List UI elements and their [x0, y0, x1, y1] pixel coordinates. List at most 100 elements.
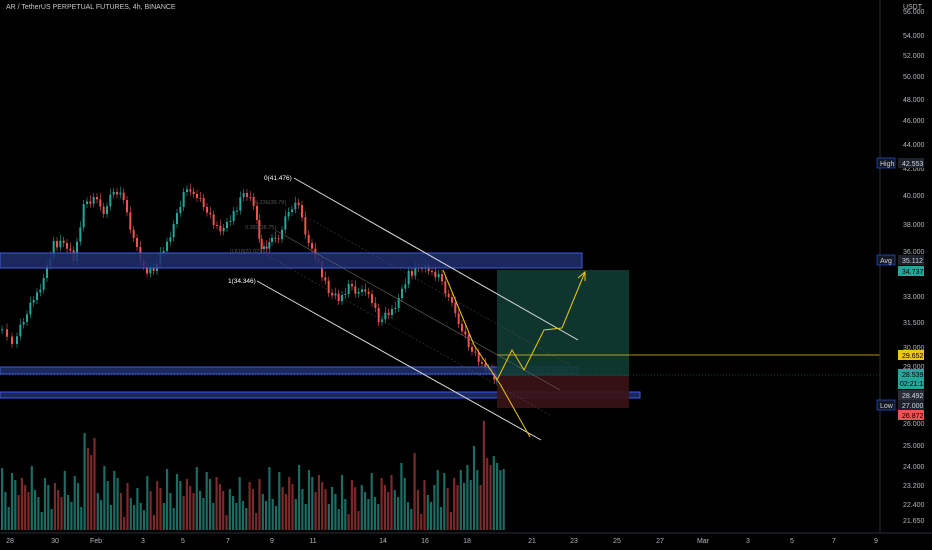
volume-bar: [20, 478, 23, 530]
candle-body: [179, 207, 182, 213]
candle-body: [481, 362, 483, 364]
channel-line-2: [284, 204, 571, 366]
candle-body: [407, 271, 410, 285]
volume-bar: [298, 465, 301, 530]
candle-body: [129, 212, 132, 230]
volume-bar: [100, 500, 103, 530]
volume-bar: [248, 482, 251, 530]
volume-bar: [502, 469, 505, 530]
candle-body: [189, 189, 192, 192]
fib-bottom-label: 1(34.346): [228, 278, 256, 285]
candle-body: [464, 331, 467, 335]
candle-body: [96, 197, 98, 200]
low-tag: Low 27.000: [876, 399, 924, 411]
time-axis[interactable]: 28 30 Feb 3 5 7 9 11 14 16 18 21 23 25 27 Mar 3 5 7 9: [6, 538, 878, 545]
candle-body: [162, 251, 165, 253]
target-price-tag: 29.652: [898, 350, 924, 360]
volume-bar: [70, 502, 73, 530]
volume-bar: [321, 482, 324, 530]
stop-loss-zone[interactable]: [497, 376, 629, 408]
time-tick-label: Mar: [697, 538, 710, 545]
volume-bar: [449, 512, 452, 530]
candle-body: [92, 197, 95, 204]
candle-body: [347, 284, 350, 294]
volume-bar: [476, 470, 479, 530]
last-price-tag: 28.539 02:21:15: [898, 369, 927, 389]
volume-bar: [423, 480, 426, 530]
candle-body: [474, 351, 477, 353]
volume-bar: [317, 475, 320, 530]
svg-text:42.553: 42.553: [902, 161, 924, 168]
candle-body: [152, 267, 155, 271]
volume-bar: [258, 479, 261, 530]
channel-mid-line: [274, 229, 561, 391]
fib-level-236: 0.236(39.79): [255, 200, 286, 206]
projection-bullish-path[interactable]: [496, 271, 586, 381]
volume-bar: [291, 484, 294, 530]
time-tick-label: 23: [570, 538, 578, 545]
price-tick-label: 48.000: [903, 97, 925, 104]
volume-bar: [215, 477, 218, 530]
volume-bar: [43, 478, 47, 530]
volume-bar: [466, 465, 469, 530]
volume-bar: [202, 498, 205, 530]
channel-lower-line[interactable]: [256, 280, 542, 441]
candle-body: [454, 302, 457, 314]
candle-body: [122, 192, 125, 200]
fib-top-label: 0(41.476): [264, 175, 292, 182]
svg-text:27.000: 27.000: [902, 403, 924, 410]
support-zone-lower[interactable]: [0, 391, 641, 399]
candle-body: [19, 324, 22, 337]
volume-bar: [459, 470, 462, 530]
candle-body: [169, 237, 172, 242]
volume-bar: [354, 487, 357, 530]
volume-bar: [403, 478, 406, 530]
candle-body: [56, 241, 58, 248]
volume-bar: [235, 503, 238, 530]
candle-body: [304, 217, 307, 235]
volume-bar: [373, 497, 377, 530]
volume-bar: [63, 471, 66, 530]
volume-bar: [37, 497, 40, 530]
volume-bar: [251, 489, 254, 530]
volume-bar: [208, 479, 212, 530]
volume-bar: [232, 496, 235, 530]
candle-body: [79, 227, 82, 242]
volume-bar: [166, 469, 169, 530]
time-tick-label: 9: [874, 538, 878, 545]
candle-body: [236, 210, 238, 212]
resistance-zone[interactable]: [0, 252, 583, 269]
projection-breakdown-path[interactable]: [442, 269, 531, 438]
symbol-title: AR / TetherUS PERPETUAL FUTURES, 4h, BIN…: [6, 4, 176, 11]
candle-body: [357, 292, 360, 294]
price-axis[interactable]: 56.000 54.000 52.000 50.000 48.000 46.000 44.0…: [903, 9, 925, 525]
volume-bar: [307, 470, 311, 530]
channel-upper-line[interactable]: [293, 177, 579, 341]
target-zone[interactable]: [497, 270, 629, 376]
candle-body: [281, 229, 283, 239]
volume-bar: [14, 480, 17, 530]
volume-bar: [142, 510, 146, 530]
time-tick-label: 28: [6, 538, 14, 545]
price-tick-label: 44.000: [903, 142, 925, 149]
time-tick-label: 16: [421, 538, 429, 545]
volume-bar: [439, 507, 443, 530]
candle-body: [176, 213, 178, 224]
volume-bar: [90, 455, 93, 530]
volume-bar: [192, 493, 195, 530]
candle-body: [252, 197, 255, 206]
candle-body: [258, 220, 261, 239]
candle-body: [249, 197, 252, 198]
volume-bar: [364, 492, 367, 530]
volume-bar: [268, 467, 271, 530]
candle-body: [212, 214, 215, 225]
fib-level-618: 0.618(37.07): [230, 249, 261, 255]
candle-body: [477, 352, 480, 362]
price-tick-label: 24.000: [903, 464, 925, 471]
volume-bar: [420, 514, 423, 530]
candle-body: [192, 191, 195, 194]
candle-body: [172, 224, 175, 238]
volume-bar: [410, 509, 413, 530]
candle-body: [374, 303, 377, 308]
